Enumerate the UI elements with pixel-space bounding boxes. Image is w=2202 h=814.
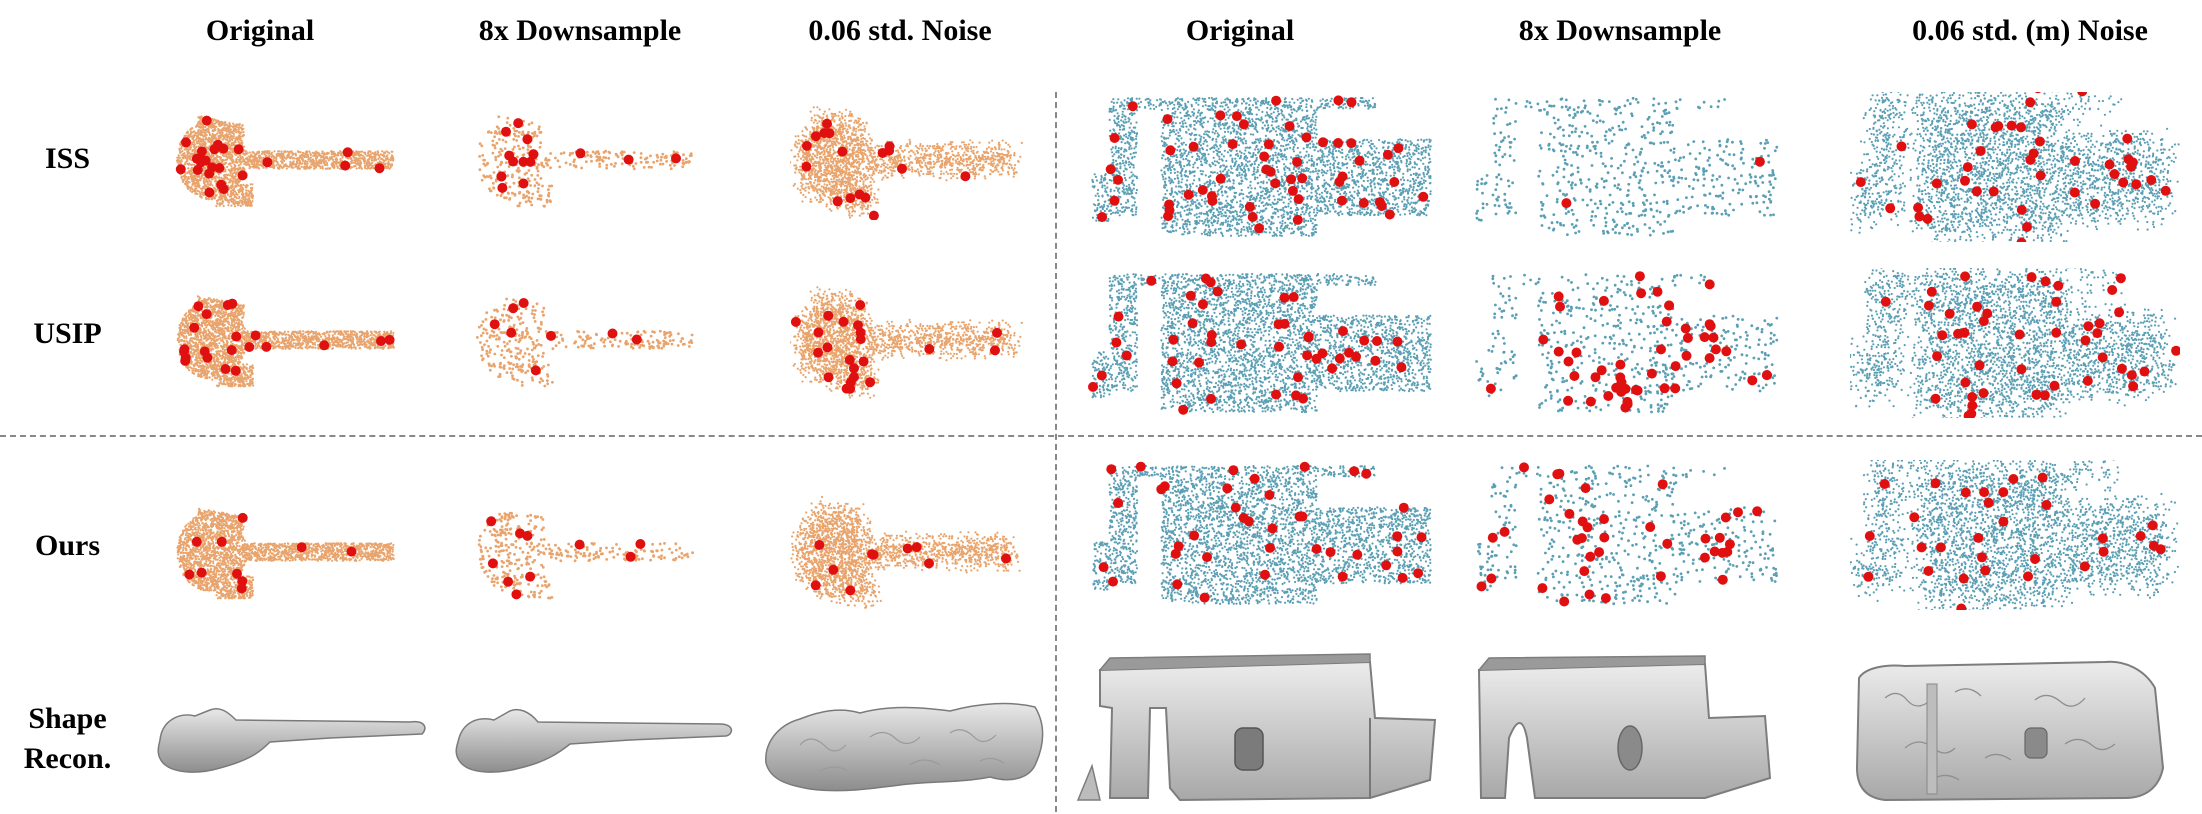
recon-scene-noise: [1845, 648, 2185, 808]
row-label-usip: USIP: [0, 315, 135, 353]
ours-guitar-downsample: [470, 492, 710, 612]
recon-guitar-original: [150, 690, 430, 790]
usip-guitar-original: [170, 280, 410, 400]
row-label-recon-1: Shape: [0, 700, 135, 738]
row-label-ours: Ours: [0, 527, 135, 565]
row-label-iss: ISS: [0, 140, 135, 178]
iss-guitar-downsample: [470, 100, 710, 220]
iss-guitar-noise: [790, 100, 1030, 220]
usip-scene-original: [1085, 268, 1445, 418]
header-original-guitar: Original: [160, 14, 360, 48]
usip-guitar-downsample: [470, 280, 710, 400]
row-label-recon-2: Recon.: [0, 740, 135, 778]
ours-scene-downsample: [1470, 460, 1790, 610]
ours-guitar-original: [170, 492, 410, 612]
usip-guitar-noise: [790, 280, 1030, 400]
recon-guitar-downsample: [450, 690, 740, 790]
header-downsample-scene: 8x Downsample: [1470, 14, 1770, 48]
horizontal-divider: [0, 435, 2202, 437]
iss-scene-downsample: [1470, 92, 1790, 242]
usip-scene-noise: [1850, 268, 2180, 418]
vertical-divider: [1055, 92, 1057, 812]
recon-guitar-noise: [760, 685, 1050, 800]
iss-guitar-original: [170, 100, 410, 220]
recon-scene-original: [1070, 648, 1450, 808]
header-downsample-guitar: 8x Downsample: [440, 14, 720, 48]
ours-scene-noise: [1850, 460, 2180, 610]
iss-scene-noise: [1850, 92, 2180, 242]
header-noise-scene: 0.06 std. (m) Noise: [1860, 14, 2200, 48]
header-noise-guitar: 0.06 std. Noise: [760, 14, 1040, 48]
iss-scene-original: [1085, 92, 1445, 242]
recon-scene-downsample: [1465, 648, 1805, 808]
ours-guitar-noise: [790, 492, 1030, 612]
ours-scene-original: [1085, 460, 1445, 610]
usip-scene-downsample: [1470, 268, 1790, 418]
header-original-scene: Original: [1140, 14, 1340, 48]
